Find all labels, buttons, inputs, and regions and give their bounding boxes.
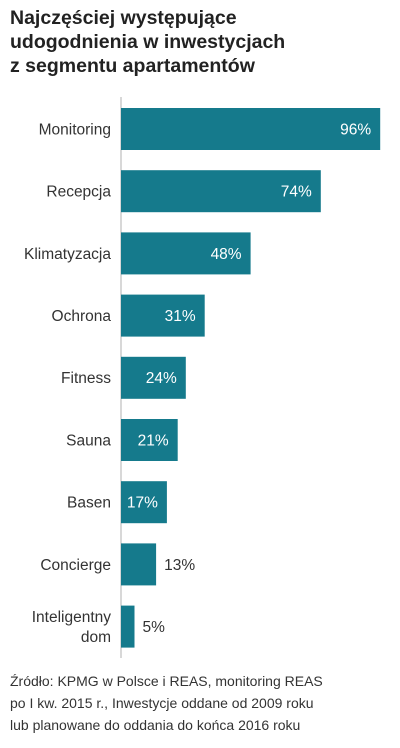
chart-source-note: Źródło: KPMG w Polsce i REAS, monitoring…: [10, 670, 395, 736]
source-line-1: Źródło: KPMG w Polsce i REAS, monitoring…: [10, 673, 323, 689]
category-label: Klimatyzacja: [24, 246, 111, 263]
category-label: Basen: [67, 495, 111, 512]
data-label: 96%: [340, 121, 371, 138]
data-label: 24%: [146, 370, 177, 387]
bar: [121, 294, 205, 337]
category-label: Sauna: [66, 432, 111, 449]
bar: [121, 605, 135, 648]
bar: [121, 419, 178, 461]
category-label: Monitoring: [39, 121, 111, 138]
data-label: 5%: [143, 619, 166, 636]
data-label: 48%: [211, 246, 242, 263]
chart-title: Najczęściej występujące udogodnienia w i…: [10, 6, 395, 78]
category-label: Recepcja: [46, 184, 111, 201]
bar: [121, 170, 321, 213]
bar: [121, 108, 381, 150]
data-label: 17%: [127, 495, 158, 512]
data-label: 31%: [165, 308, 196, 325]
category-label: Ochrona: [52, 308, 112, 325]
data-label: 74%: [281, 184, 312, 201]
bar: [121, 543, 157, 586]
bar: [121, 481, 167, 524]
source-line-2: po I kw. 2015 r., Inwestycje oddane od 2…: [10, 695, 314, 711]
category-label: Fitness: [61, 370, 111, 387]
data-label: 13%: [164, 557, 195, 574]
bar: [121, 356, 186, 399]
data-label: 21%: [138, 432, 169, 449]
source-line-3: lub planowane do oddania do końca 2016 r…: [10, 717, 301, 733]
category-label: Inteligentny dom: [32, 609, 112, 646]
bar: [121, 232, 251, 275]
chart-title-line-1: Najczęściej występujące: [10, 7, 237, 29]
chart-title-line-3: z segmentu apartamentów: [10, 55, 255, 77]
chart-title-line-2: udogodnienia w inwestycjach: [10, 31, 286, 53]
category-label: Concierge: [40, 557, 111, 574]
